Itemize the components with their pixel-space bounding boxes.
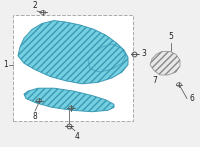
Polygon shape <box>150 51 180 75</box>
Text: 5: 5 <box>169 32 173 41</box>
Polygon shape <box>18 21 128 84</box>
Text: 4: 4 <box>75 132 80 141</box>
Text: 3: 3 <box>141 49 146 58</box>
Polygon shape <box>88 44 126 72</box>
Text: 6: 6 <box>189 94 194 103</box>
Text: 7: 7 <box>153 76 157 85</box>
Text: 1: 1 <box>3 60 8 69</box>
Text: 8: 8 <box>33 112 37 121</box>
FancyBboxPatch shape <box>13 15 133 121</box>
Text: 2: 2 <box>33 1 37 10</box>
Polygon shape <box>24 88 114 112</box>
